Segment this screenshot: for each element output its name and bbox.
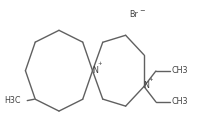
- Text: +: +: [148, 77, 153, 82]
- Text: H3C: H3C: [4, 96, 21, 105]
- Text: N: N: [143, 81, 149, 90]
- Text: +: +: [97, 61, 102, 66]
- Text: CH3: CH3: [171, 97, 188, 106]
- Text: −: −: [139, 8, 145, 14]
- Text: Br: Br: [129, 10, 138, 19]
- Text: CH3: CH3: [171, 67, 188, 75]
- Text: N: N: [92, 66, 98, 75]
